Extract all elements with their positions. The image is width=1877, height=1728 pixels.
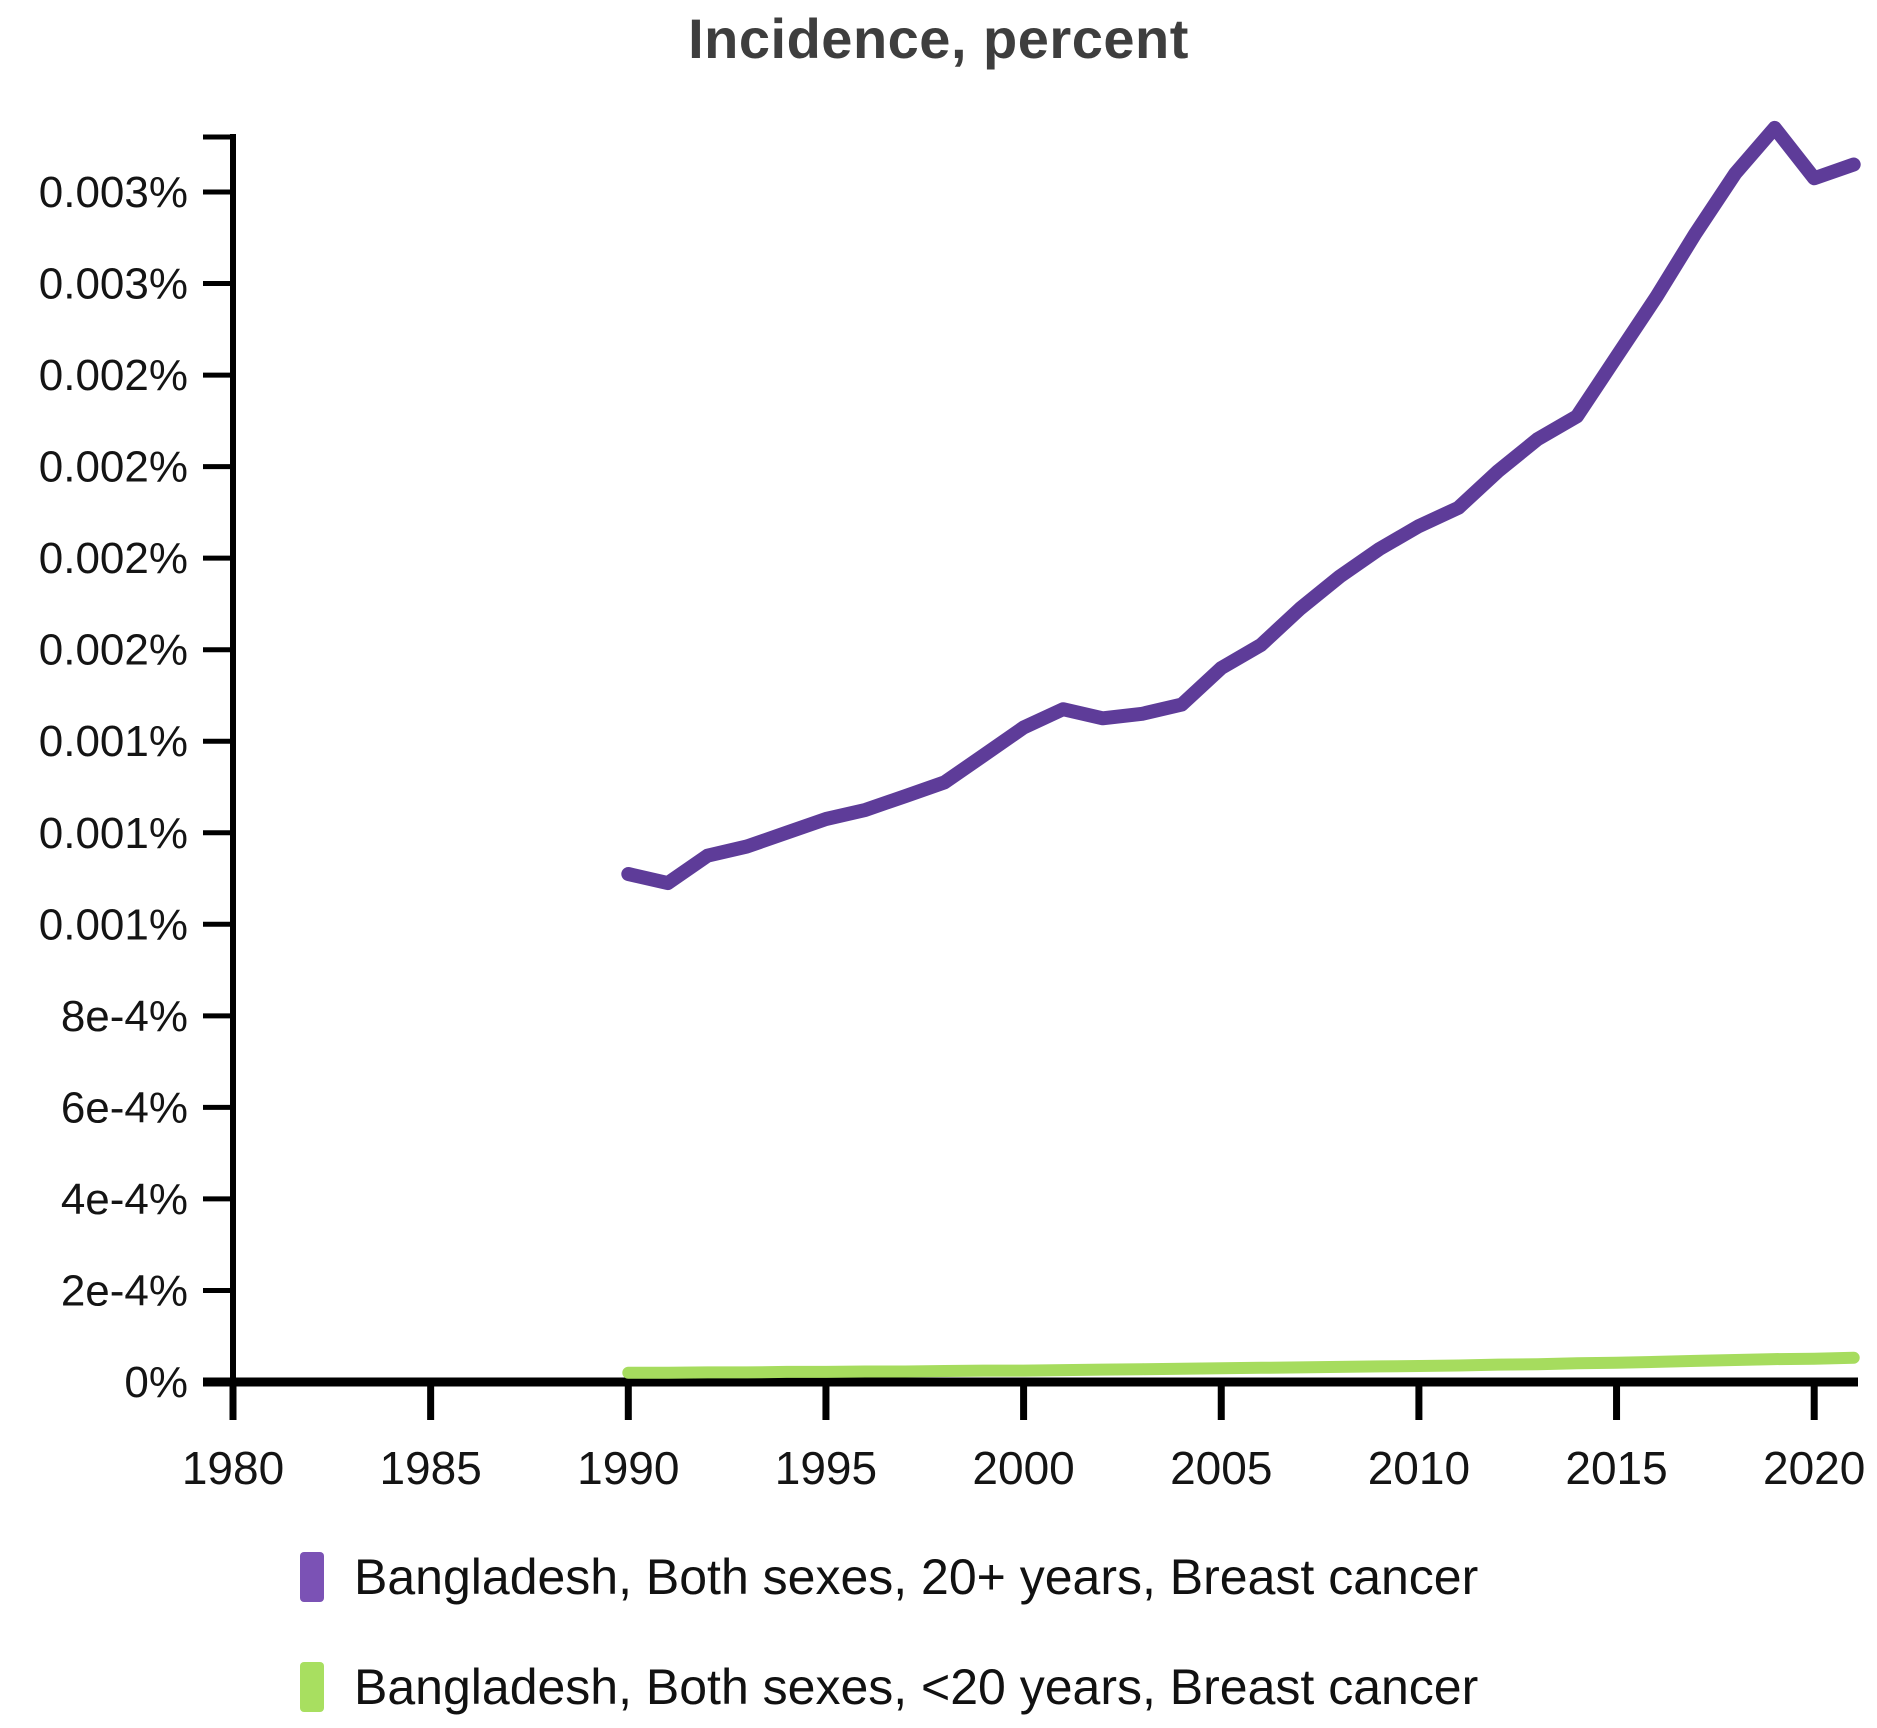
- y-tick-label: 8e-4%: [61, 992, 188, 1041]
- chart-title: Incidence, percent: [688, 7, 1189, 70]
- legend: Bangladesh, Both sexes, 20+ years, Breas…: [300, 1548, 1478, 1716]
- y-tick-label: 0.003%: [39, 260, 188, 309]
- y-tick-label: 0.001%: [39, 809, 188, 858]
- x-tick-label: 2015: [1565, 1442, 1667, 1494]
- x-tick-label: 2000: [972, 1442, 1074, 1494]
- x-tick-label: 1985: [379, 1442, 481, 1494]
- y-tick-label: 0.001%: [39, 900, 188, 949]
- y-tick-label: 0.002%: [39, 534, 188, 583]
- legend-label-20plus: Bangladesh, Both sexes, 20+ years, Breas…: [354, 1549, 1479, 1605]
- y-tick-label: 2e-4%: [61, 1266, 188, 1315]
- plot-area: 0% 2e-4% 4e-4% 6e-4% 8e-4% 0.001% 0.001% 0.001%…: [39, 120, 1865, 1494]
- x-tick-label: 1995: [775, 1442, 877, 1494]
- series-line-1: [622, 1351, 1860, 1379]
- legend-item-20plus: Bangladesh, Both sexes, 20+ years, Breas…: [300, 1548, 1478, 1606]
- y-tick-label: 4e-4%: [61, 1175, 188, 1224]
- legend-item-under20: Bangladesh, Both sexes, <20 years, Breas…: [300, 1658, 1478, 1716]
- x-tick-label: 2005: [1170, 1442, 1272, 1494]
- y-tick-label: 6e-4%: [61, 1083, 188, 1132]
- series-line-0: [621, 120, 1861, 891]
- x-tick-label: 1980: [182, 1442, 284, 1494]
- y-tick-label: 0.001%: [39, 717, 188, 766]
- legend-swatch-under20-icon: [300, 1662, 324, 1712]
- legend-label-under20: Bangladesh, Both sexes, <20 years, Breas…: [354, 1659, 1479, 1715]
- y-tick-label: 0.002%: [39, 626, 188, 675]
- y-tick-label: 0.002%: [39, 443, 188, 492]
- y-tick-label: 0.002%: [39, 351, 188, 400]
- x-tick-label: 2020: [1763, 1442, 1865, 1494]
- x-tick-label: 2010: [1368, 1442, 1470, 1494]
- y-tick-label: 0.003%: [39, 168, 188, 217]
- y-tick-label: 0%: [124, 1358, 188, 1407]
- x-tick-label: 1990: [577, 1442, 679, 1494]
- legend-swatch-20plus-icon: [300, 1552, 324, 1602]
